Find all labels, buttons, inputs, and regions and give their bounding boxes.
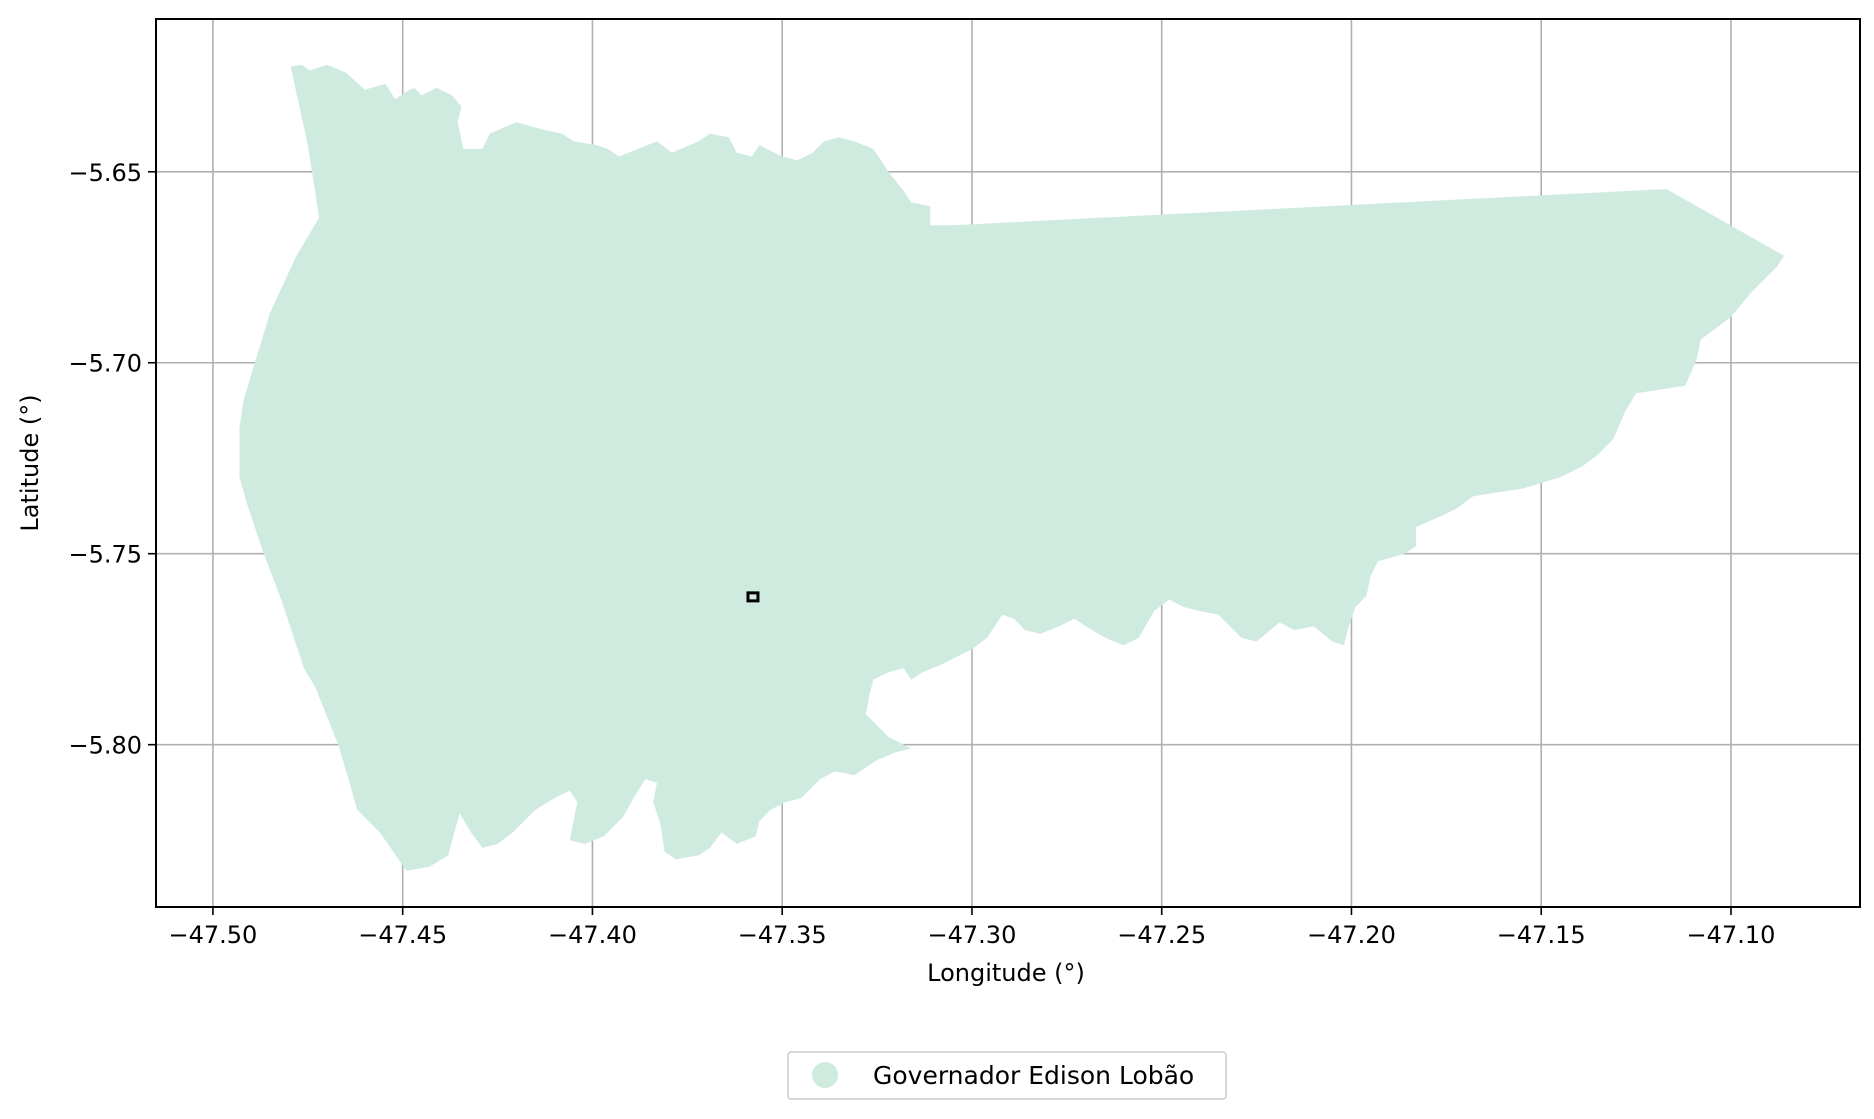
y-axis-ticks: −5.65 −5.70 −5.75 −5.80 [68, 159, 156, 760]
legend-swatch [812, 1062, 838, 1088]
x-axis-ticks: −47.50 −47.45 −47.40 −47.35 −47.30 −47.25 −47.… [169, 907, 1776, 949]
y-tick-label: −5.80 [68, 732, 142, 760]
x-tick-label: −47.40 [548, 921, 637, 949]
x-tick-label: −47.20 [1307, 921, 1396, 949]
legend-label: Governador Edison Lobão [873, 1061, 1194, 1090]
legend: Governador Edison Lobão [787, 1051, 1227, 1100]
location-marker [746, 591, 760, 603]
x-tick-label: −47.25 [1117, 921, 1206, 949]
plot-frame [155, 18, 1861, 908]
x-tick-label: −47.30 [928, 921, 1017, 949]
x-tick-label: −47.35 [738, 921, 827, 949]
x-tick-label: −47.10 [1687, 921, 1776, 949]
y-tick-label: −5.75 [68, 541, 142, 569]
x-axis-label: Longitude (°) [927, 959, 1085, 987]
y-tick-label: −5.65 [68, 159, 142, 187]
x-tick-label: −47.45 [358, 921, 447, 949]
legend-box [787, 1051, 1227, 1100]
y-axis-label: Latitude (°) [16, 394, 44, 531]
x-tick-label: −47.50 [169, 921, 258, 949]
y-tick-label: −5.70 [68, 350, 142, 378]
x-tick-label: −47.15 [1497, 921, 1586, 949]
region-polygon [239, 64, 1785, 871]
